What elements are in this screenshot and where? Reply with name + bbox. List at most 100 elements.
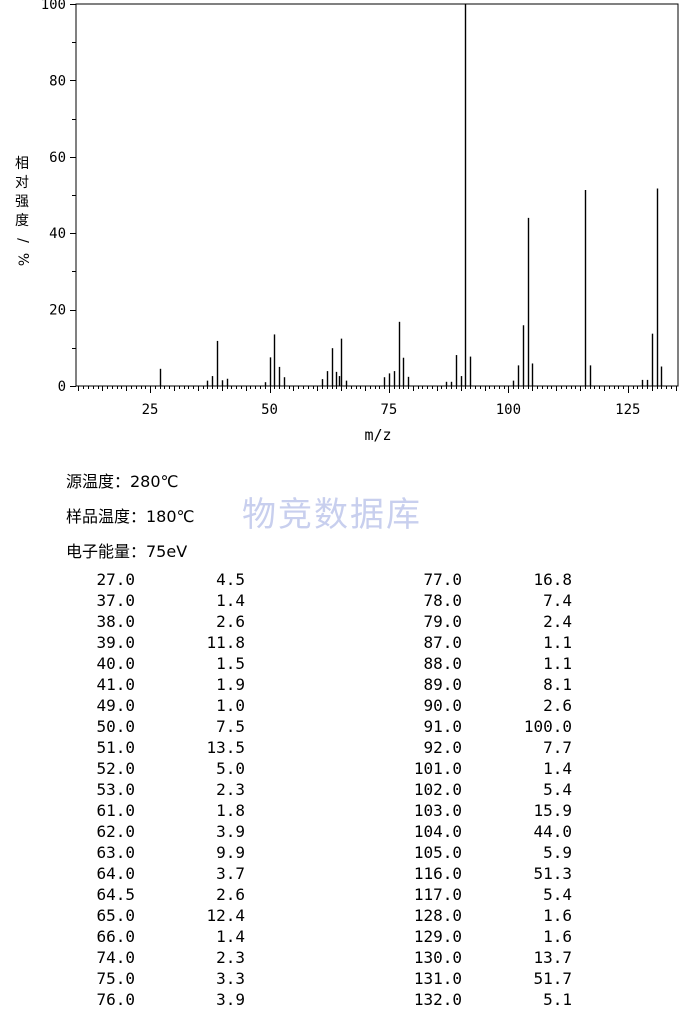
intensity-value: 1.6 — [543, 906, 572, 925]
mz-value: 102.0 — [413, 780, 462, 799]
x-tick-label: 125 — [615, 402, 640, 418]
intensity-value: 7.7 — [543, 738, 572, 757]
table-row: 74.0 2.3 — [55, 947, 265, 968]
mz-value: 40.0 — [96, 654, 135, 673]
table-row: 79.0 2.4 — [382, 611, 592, 632]
intensity-value: 5.9 — [543, 843, 572, 862]
table-row: 128.0 1.6 — [382, 905, 592, 926]
table-row: 64.0 3.7 — [55, 863, 265, 884]
mz-value: 131.0 — [413, 969, 462, 988]
sample-temperature: 样品温度：180℃ — [66, 507, 195, 526]
mz-value: 63.0 — [96, 843, 135, 862]
intensity-value: 1.1 — [543, 654, 572, 673]
intensity-value: 7.5 — [216, 717, 245, 736]
intensity-value: 5.4 — [543, 885, 572, 904]
intensity-value: 51.3 — [533, 864, 572, 883]
mz-value: 61.0 — [96, 801, 135, 820]
intensity-value: 44.0 — [533, 822, 572, 841]
table-row: 76.0 3.9 — [55, 989, 265, 1010]
x-tick-label: 25 — [142, 402, 159, 418]
mz-value: 27.0 — [96, 570, 135, 589]
mz-value: 91.0 — [423, 717, 462, 736]
table-row: 105.0 5.9 — [382, 842, 592, 863]
table-row: 102.0 5.4 — [382, 779, 592, 800]
mz-value: 117.0 — [413, 885, 462, 904]
table-row: 78.0 7.4 — [382, 590, 592, 611]
y-tick-label: 0 — [58, 379, 66, 395]
table-row: 117.0 5.4 — [382, 884, 592, 905]
y-axis-label-char: 强 — [15, 194, 29, 210]
intensity-value: 3.3 — [216, 969, 245, 988]
table-row: 51.0 13.5 — [55, 737, 265, 758]
table-row: 50.0 7.5 — [55, 716, 265, 737]
intensity-value: 2.4 — [543, 612, 572, 631]
table-row: 75.0 3.3 — [55, 968, 265, 989]
mz-value: 77.0 — [423, 570, 462, 589]
table-row: 62.0 3.9 — [55, 821, 265, 842]
intensity-value: 5.4 — [543, 780, 572, 799]
intensity-value: 3.9 — [216, 822, 245, 841]
y-tick-label: 100 — [41, 0, 66, 13]
table-row: 92.0 7.7 — [382, 737, 592, 758]
mz-value: 64.5 — [96, 885, 135, 904]
intensity-value: 12.4 — [206, 906, 245, 925]
mz-value: 53.0 — [96, 780, 135, 799]
table-row: 90.0 2.6 — [382, 695, 592, 716]
table-row: 49.0 1.0 — [55, 695, 265, 716]
table-row: 53.0 2.3 — [55, 779, 265, 800]
intensity-value: 1.4 — [216, 591, 245, 610]
y-tick-label: 60 — [49, 150, 66, 166]
mz-value: 49.0 — [96, 696, 135, 715]
table-row: 89.0 8.1 — [382, 674, 592, 695]
intensity-value: 5.0 — [216, 759, 245, 778]
intensity-value: 3.9 — [216, 990, 245, 1009]
y-tick-label: 20 — [49, 303, 66, 319]
watermark: 物竞数据库 — [242, 495, 422, 535]
mz-value: 75.0 — [96, 969, 135, 988]
table-row: 130.0 13.7 — [382, 947, 592, 968]
peak-table-left: 27.0 4.5 37.0 1.4 38.0 2.6 39.0 11.8 40.0 1.5 41.0… — [55, 569, 265, 1010]
mz-value: 79.0 — [423, 612, 462, 631]
intensity-value: 3.7 — [216, 864, 245, 883]
y-axis-label-char: 对 — [15, 175, 29, 191]
mz-value: 105.0 — [413, 843, 462, 862]
intensity-value: 16.8 — [533, 570, 572, 589]
mz-value: 103.0 — [413, 801, 462, 820]
mz-value: 76.0 — [96, 990, 135, 1009]
intensity-value: 100.0 — [523, 717, 572, 736]
mz-value: 66.0 — [96, 927, 135, 946]
mz-value: 65.0 — [96, 906, 135, 925]
intensity-value: 13.7 — [533, 948, 572, 967]
mz-value: 87.0 — [423, 633, 462, 652]
intensity-value: 15.9 — [533, 801, 572, 820]
mz-value: 50.0 — [96, 717, 135, 736]
table-row: 27.0 4.5 — [55, 569, 265, 590]
mz-value: 37.0 — [96, 591, 135, 610]
table-row: 132.0 5.1 — [382, 989, 592, 1010]
chart-axes: 0 20 40 60 80 100 25 50 75 100 125 — [41, 0, 679, 418]
mz-value: 132.0 — [413, 990, 462, 1009]
mz-value: 92.0 — [423, 738, 462, 757]
y-axis-label: 相对强度 /% — [12, 155, 32, 269]
table-row: 77.0 16.8 — [382, 569, 592, 590]
source-temperature: 源温度：280℃ — [66, 472, 179, 491]
mz-value: 101.0 — [413, 759, 462, 778]
intensity-value: 1.9 — [216, 675, 245, 694]
mz-value: 130.0 — [413, 948, 462, 967]
mz-value: 88.0 — [423, 654, 462, 673]
mass-spectrum-chart: 0 20 40 60 80 100 25 50 75 100 125 m/z — [41, 0, 679, 444]
intensity-value: 1.0 — [216, 696, 245, 715]
intensity-value: 1.6 — [543, 927, 572, 946]
table-row: 37.0 1.4 — [55, 590, 265, 611]
table-row: 129.0 1.6 — [382, 926, 592, 947]
mz-value: 52.0 — [96, 759, 135, 778]
intensity-value: 13.5 — [206, 738, 245, 757]
mz-value: 41.0 — [96, 675, 135, 694]
table-row: 104.0 44.0 — [382, 821, 592, 842]
mz-value: 104.0 — [413, 822, 462, 841]
intensity-value: 2.3 — [216, 780, 245, 799]
electron-energy: 电子能量：75eV — [66, 542, 188, 561]
mz-value: 129.0 — [413, 927, 462, 946]
mz-value: 38.0 — [96, 612, 135, 631]
table-row: 40.0 1.5 — [55, 653, 265, 674]
